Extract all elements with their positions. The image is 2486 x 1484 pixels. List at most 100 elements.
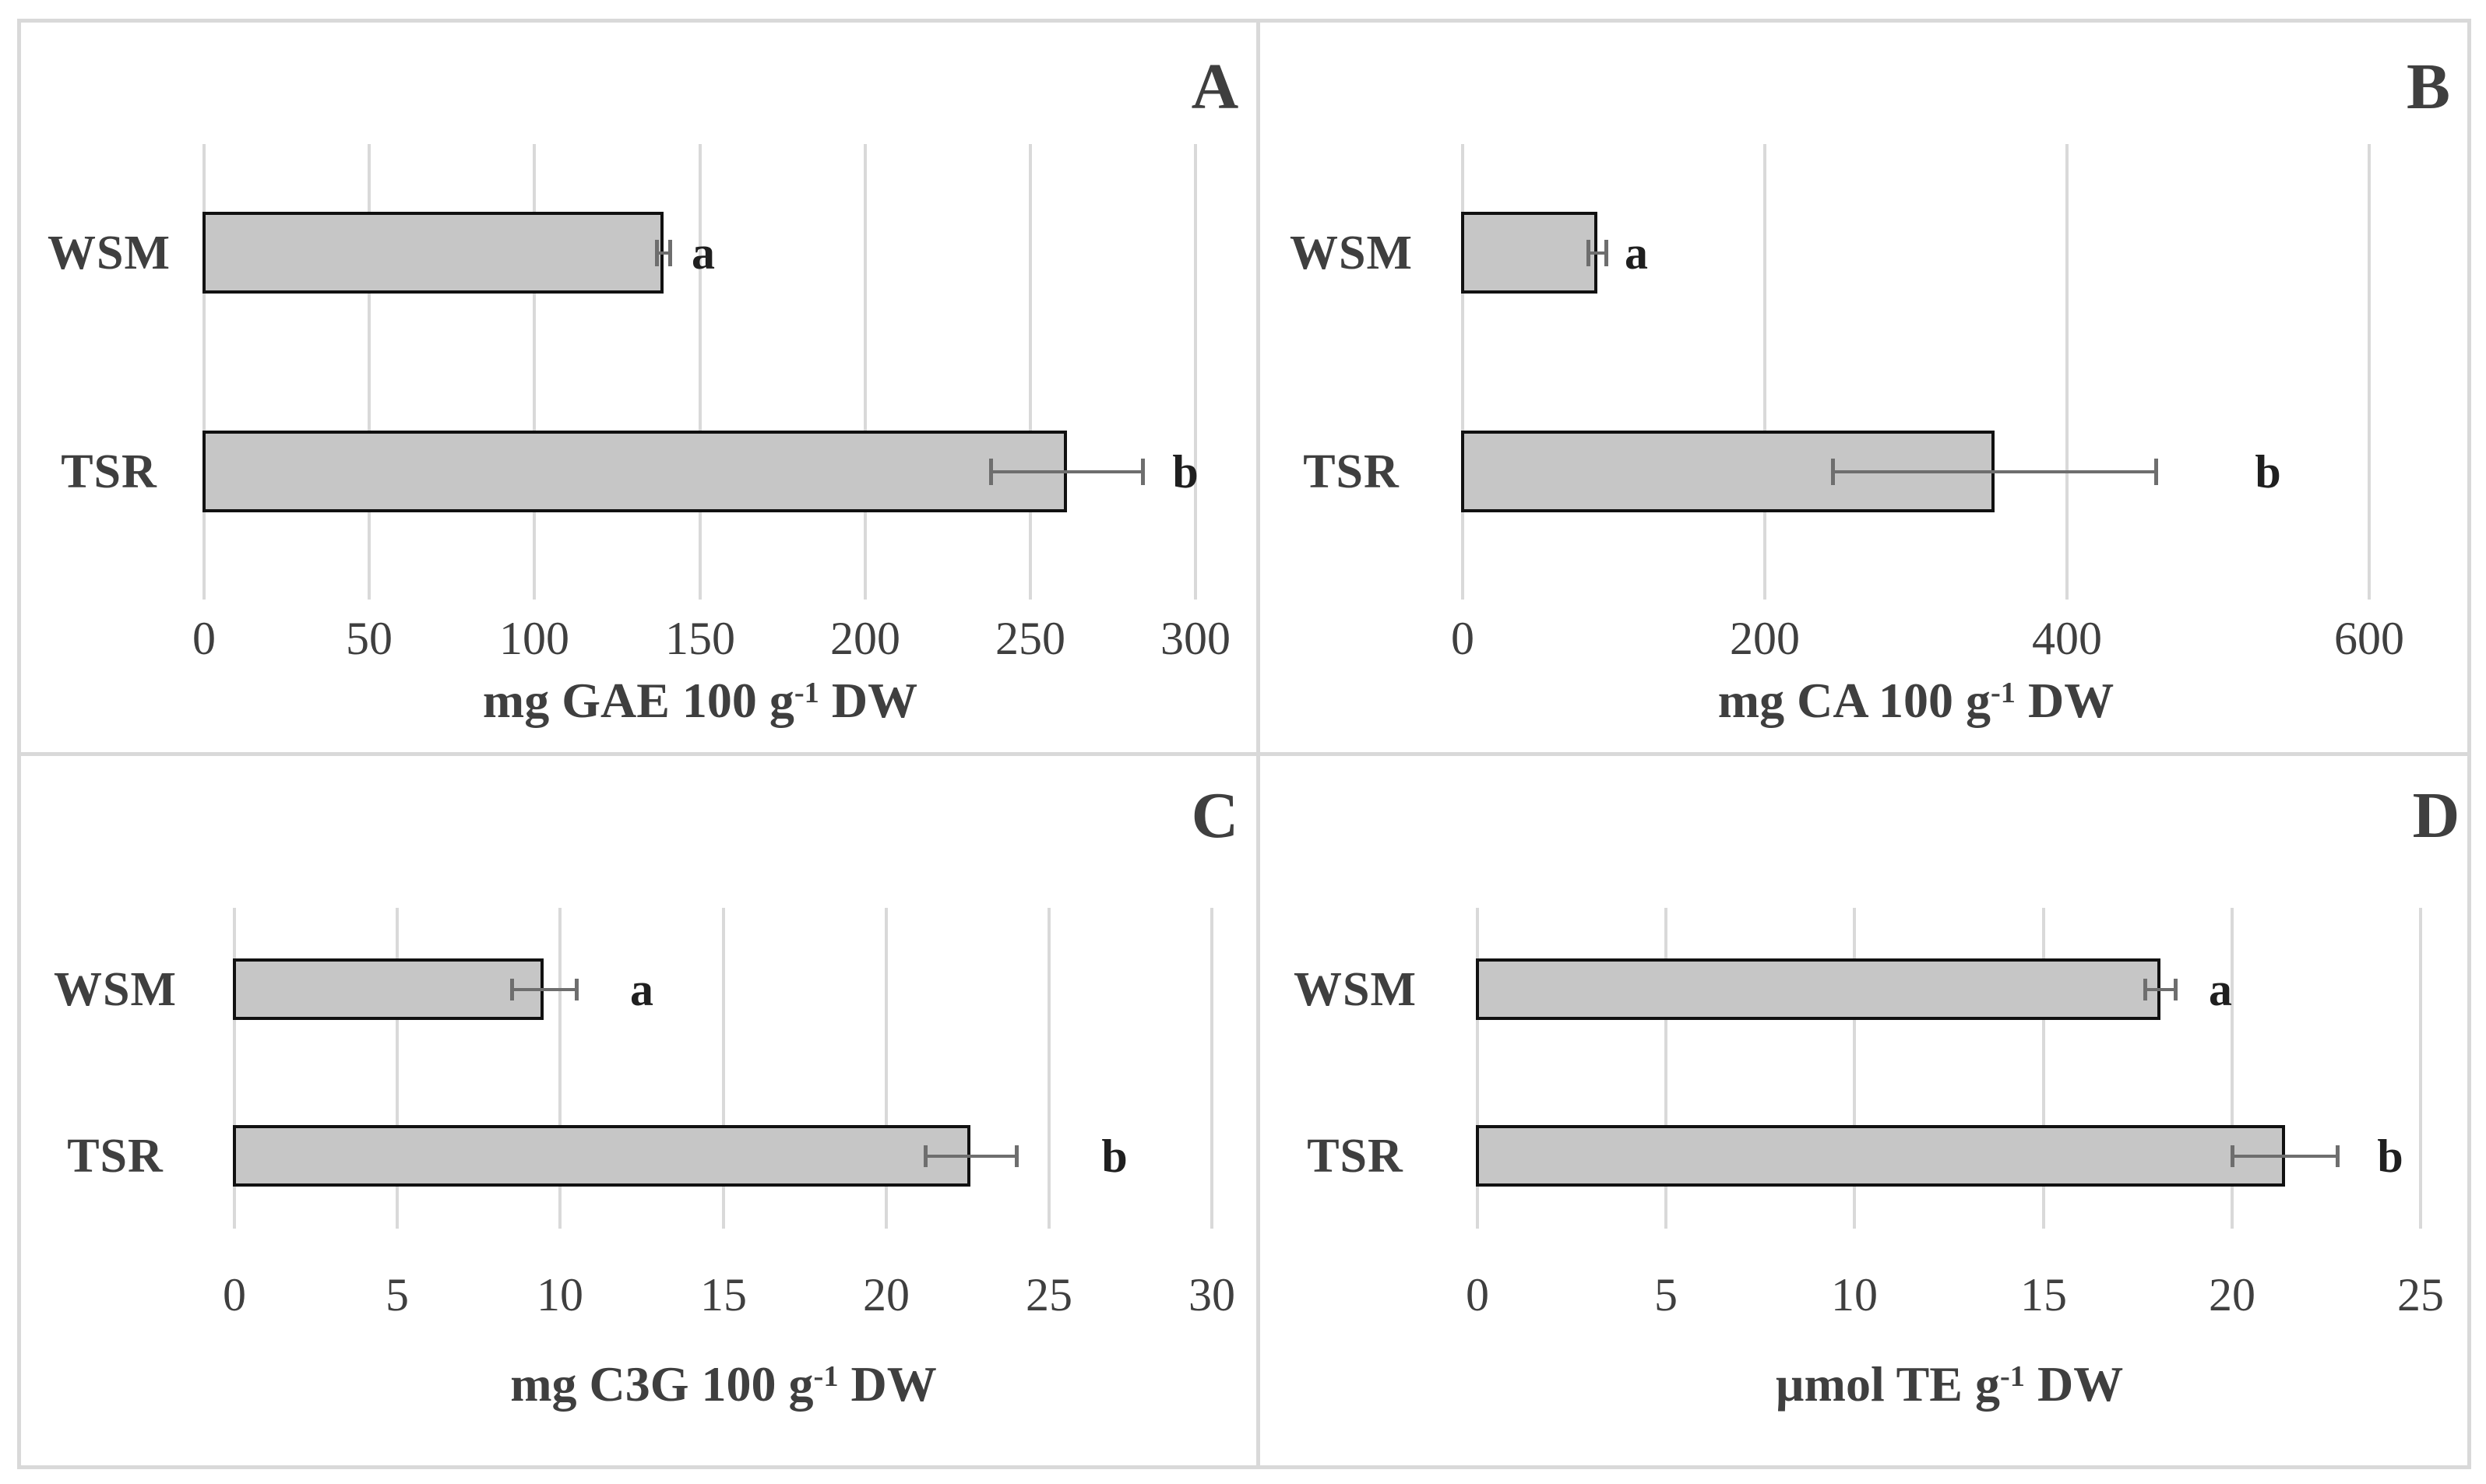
category-label-tsr: TSR [61,445,157,498]
error-bar-cap-right [1604,240,1608,266]
sig-letter: b [1172,446,1199,498]
gridline [2368,144,2371,600]
gridline [1461,144,1464,600]
x-tick-label: 5 [1654,1269,1678,1320]
sig-letter: a [1625,227,1648,279]
error-bar-cap-left [655,240,659,266]
x-tick-label: 50 [346,613,393,664]
category-label-wsm: WSM [1294,963,1417,1016]
gridline [558,908,562,1229]
x-tick-label: 20 [863,1269,910,1320]
bar-tsr [233,1125,970,1187]
gridline [368,144,371,600]
error-bar [1833,470,2156,473]
gridline [2065,144,2069,600]
gridline [722,908,725,1229]
x-tick-label: 600 [2334,613,2404,664]
x-tick-label: 200 [830,613,900,664]
x-axis-label-superscript: -1 [794,676,819,709]
x-tick-label: 15 [700,1269,747,1320]
x-axis-label-text: mg CA 100 g [1717,673,1991,728]
x-tick-label: 250 [995,613,1065,664]
error-bar-cap-right [2154,459,2158,485]
gridline [2042,908,2045,1229]
panel-letter: C [1191,779,1239,852]
x-tick-label: 10 [537,1269,583,1320]
x-tick-label: 0 [192,613,216,664]
panel-divider-vertical [1256,19,1260,1465]
category-label-tsr: TSR [1303,445,1400,498]
x-axis-label-text: mg GAE 100 g [482,673,794,728]
error-bar-cap-right [1015,1145,1019,1167]
sig-letter: a [2209,964,2232,1015]
x-axis-label-text: mg C3G 100 g [510,1356,814,1412]
gridline [533,144,536,600]
x-tick-label: 20 [2209,1269,2255,1320]
error-bar-cap-right [2336,1145,2340,1167]
gridline [396,908,399,1229]
x-axis-label: µmol TE g-1 DW [1776,1359,2123,1409]
x-axis-label-superscript: -1 [1991,676,2016,709]
gridline [864,144,867,600]
x-axis-label-text: DW [819,673,918,728]
bar-wsm [202,212,664,294]
error-bar-cap-right [1141,459,1145,485]
sig-letter: a [630,964,653,1015]
x-tick-label: 400 [2032,613,2102,664]
error-bar-cap-left [2143,979,2147,1000]
x-axis-label: mg C3G 100 g-1 DW [510,1359,937,1409]
x-tick-label: 0 [1451,613,1474,664]
panel-letter: D [2412,779,2460,852]
gridline [1048,908,1051,1229]
panel-letter: A [1191,51,1239,123]
x-axis-label-text: µmol TE g [1775,1356,2000,1412]
error-bar [2232,1155,2338,1158]
sig-letter: a [692,227,715,279]
x-axis-label-text: DW [2015,673,2115,728]
error-bar-cap-left [510,979,514,1000]
x-tick-label: 25 [2397,1269,2444,1320]
category-label-wsm: WSM [1290,227,1413,280]
error-bar [512,988,577,991]
x-axis-label: mg GAE 100 g-1 DW [483,676,917,726]
error-bar-cap-left [2231,1145,2234,1167]
error-bar [1588,251,1606,255]
error-bar-cap-right [2174,979,2178,1000]
error-bar [657,251,670,255]
error-bar [991,470,1143,473]
error-bar [925,1155,1016,1158]
gridline [202,144,206,600]
gridline [1476,908,1479,1229]
error-bar-cap-left [1586,240,1590,266]
gridline [1664,908,1667,1229]
figure-border [17,19,2471,1469]
gridline [1853,908,1856,1229]
category-label-wsm: WSM [48,227,171,280]
sig-letter: b [2255,446,2281,498]
panel-letter: B [2406,51,2451,123]
category-label-tsr: TSR [1307,1130,1403,1183]
error-bar-cap-left [924,1145,928,1167]
x-tick-label: 0 [223,1269,246,1320]
category-label-tsr: TSR [67,1130,164,1183]
x-tick-label: 150 [665,613,735,664]
x-tick-label: 100 [499,613,569,664]
x-tick-label: 10 [1831,1269,1878,1320]
x-axis-label: mg CA 100 g-1 DW [1718,676,2114,726]
gridline [233,908,236,1229]
sig-letter: b [1101,1131,1128,1182]
gridline [2419,908,2422,1229]
gridline [1763,144,1766,600]
x-tick-label: 300 [1160,613,1231,664]
bar-wsm [233,958,544,1020]
error-bar [2145,988,2175,991]
x-axis-label-text: DW [2024,1356,2124,1412]
